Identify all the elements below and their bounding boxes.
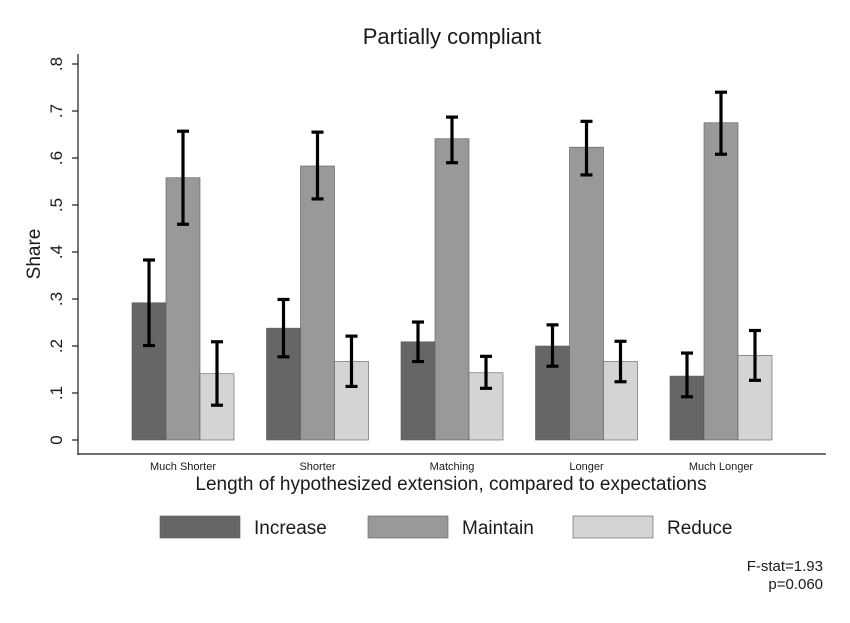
error-bar-reduce-2 xyxy=(480,354,492,390)
error-bar-increase-1 xyxy=(277,297,290,359)
p-value-annotation: p=0.060 xyxy=(768,576,823,593)
error-bar-maintain-2 xyxy=(446,115,458,165)
error-bar-reduce-1 xyxy=(345,334,358,389)
y-tick-label: .7 xyxy=(47,104,66,118)
error-bar-reduce-0 xyxy=(211,340,223,407)
bar-maintain-1 xyxy=(300,165,335,441)
y-tick-label: .4 xyxy=(47,245,66,259)
chart-title: Partially compliant xyxy=(363,24,542,49)
error-bar-maintain-3 xyxy=(580,119,593,177)
legend-swatch xyxy=(367,515,449,539)
error-bar-reduce-3 xyxy=(614,339,627,384)
f-stat-annotation: F-stat=1.93 xyxy=(747,558,823,575)
legend-label: Reduce xyxy=(667,518,733,539)
y-tick-label: .6 xyxy=(47,151,66,165)
y-axis: 0 .1 .2 .3 .4 .5 .6 .7 .8 xyxy=(47,54,79,455)
error-bar-maintain-0 xyxy=(177,129,189,226)
error-bar-increase-4 xyxy=(681,351,693,399)
y-tick-label: .2 xyxy=(47,339,66,353)
error-bar-maintain-4 xyxy=(715,90,727,156)
y-tick-label: .1 xyxy=(47,386,66,400)
error-bar-maintain-1 xyxy=(311,130,324,201)
bar-maintain-2 xyxy=(434,138,470,441)
x-tick-label: Matching xyxy=(430,461,475,473)
category-labels: Much Shorter Shorter Matching Longer Much Lo… xyxy=(150,461,753,473)
y-tick-label: .8 xyxy=(47,57,66,71)
legend-swatch xyxy=(159,515,241,539)
y-tick-label: 0 xyxy=(47,435,66,444)
bar-maintain-4 xyxy=(703,122,739,441)
bar-maintain-3 xyxy=(569,146,604,441)
legend-item-maintain: Maintain xyxy=(367,515,534,539)
error-bars xyxy=(143,90,761,407)
y-tick-label: .5 xyxy=(47,198,66,212)
legend-item-reduce: Reduce xyxy=(572,515,733,539)
legend-label: Maintain xyxy=(462,518,534,539)
x-tick-label: Much Shorter xyxy=(150,461,216,473)
legend-swatch xyxy=(572,515,654,539)
x-tick-label: Longer xyxy=(569,461,604,473)
error-bar-increase-2 xyxy=(412,320,424,364)
legend-item-increase: Increase xyxy=(159,515,327,539)
error-bar-reduce-4 xyxy=(749,328,761,382)
y-tick-label: .3 xyxy=(47,292,66,306)
x-tick-label: Much Longer xyxy=(689,461,754,473)
x-tick-label: Shorter xyxy=(299,461,335,473)
legend-label: Increase xyxy=(254,518,327,539)
x-axis-label: Length of hypothesized extension, compar… xyxy=(195,474,706,495)
legend: Increase Maintain Reduce xyxy=(159,515,733,539)
y-axis-label: Share xyxy=(24,229,45,280)
error-bar-increase-0 xyxy=(143,258,155,348)
error-bar-increase-3 xyxy=(546,323,559,368)
